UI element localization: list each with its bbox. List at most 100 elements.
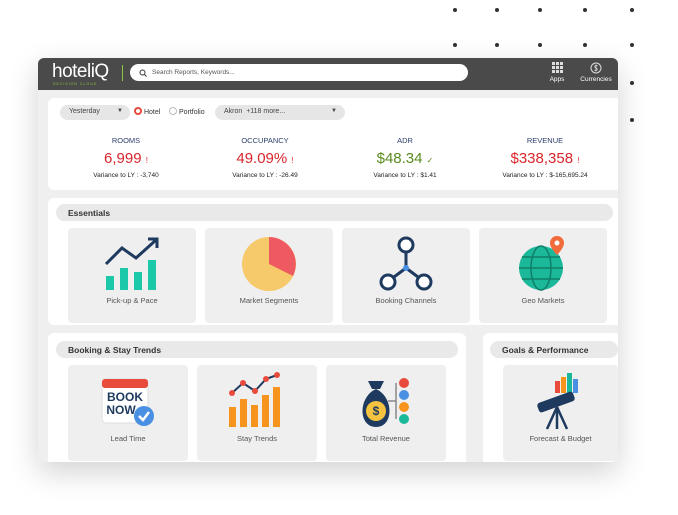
icon-text: BOOK <box>107 390 143 404</box>
icon-shape <box>538 8 542 12</box>
apps-button[interactable]: Apps <box>543 62 571 83</box>
section-title-text: Goals & Performance <box>502 345 589 355</box>
radio-hotel[interactable]: Hotel <box>134 107 160 116</box>
tile-label: Market Segments <box>239 296 299 305</box>
report-tile[interactable]: Market Segments <box>205 228 333 323</box>
icon-shape <box>399 390 409 400</box>
currencies-label: Currencies <box>580 76 612 83</box>
icon-shape <box>630 81 634 85</box>
icon-shape <box>379 273 397 291</box>
icon-shape <box>559 70 563 73</box>
period-dropdown[interactable]: Yesterday ▼ <box>60 105 130 120</box>
report-tile[interactable]: Geo Markets <box>479 228 607 323</box>
kpi-label: REVENUE <box>526 136 564 145</box>
report-tile[interactable]: Pick-up & Pace <box>68 228 196 323</box>
divider <box>122 65 123 81</box>
apps-icon <box>551 62 563 73</box>
icon-shape <box>519 236 564 291</box>
icon-shape <box>630 8 634 12</box>
icon-shape <box>559 66 563 69</box>
icon-shape <box>630 43 634 47</box>
icon-shape <box>134 272 142 290</box>
icon-shape <box>594 64 598 72</box>
kpi-label: ADR <box>397 136 413 145</box>
icon-shape <box>536 391 575 413</box>
kpi-value: 6,999 ! <box>104 150 148 167</box>
tile-label: Lead Time <box>110 434 146 443</box>
kpi-variance: Variance to LY : $1.41 <box>373 172 437 179</box>
currency-icon <box>590 62 602 74</box>
currencies-button[interactable]: Currencies <box>578 62 614 83</box>
section-title-text: Booking & Stay Trends <box>68 345 162 355</box>
icon-shape <box>559 62 563 65</box>
icon-shape <box>251 405 258 427</box>
section-title: Booking & Stay Trends <box>56 341 458 358</box>
kpi: ADR $48.34 ✓ Variance to LY : $1.41 <box>335 136 475 179</box>
icon-shape <box>551 62 555 65</box>
kpi-label: OCCUPANCY <box>241 136 289 145</box>
icon-shape <box>240 399 247 427</box>
tile-label: Geo Markets <box>521 296 565 305</box>
search-bar[interactable]: Search Reports, Keywords... <box>130 64 468 81</box>
search-placeholder: Search Reports, Keywords... <box>152 69 235 76</box>
property-value: Akron <box>224 108 243 115</box>
report-tile[interactable]: Booking Channels <box>342 228 470 323</box>
icon-shape <box>368 381 384 389</box>
radio-label: Portfolio <box>178 109 205 116</box>
kpi: ROOMS 6,999 ! Variance to LY : -3,740 <box>56 136 196 179</box>
report-tile[interactable]: $ Total Revenue <box>326 365 446 461</box>
kpi-number: $338,358 <box>510 150 574 167</box>
report-tile[interactable]: BOOK NOW Lead Time <box>68 365 188 461</box>
report-tile[interactable]: Stay Trends <box>197 365 317 461</box>
icon-shape <box>555 70 559 73</box>
icon-shape <box>554 240 560 246</box>
icon-shape <box>453 43 457 47</box>
period-value: Yesterday <box>69 108 100 115</box>
icon-shape <box>572 379 578 393</box>
icon-shape <box>519 245 563 291</box>
icon-shape <box>242 237 296 291</box>
icon-shape <box>229 372 280 427</box>
kpi-label: ROOMS <box>111 136 141 145</box>
tile-label: Pick-up & Pace <box>106 296 158 305</box>
tile-label: Stay Trends <box>236 434 278 443</box>
icon-shape <box>551 70 555 73</box>
report-tile[interactable]: Forecast & Budget <box>503 365 618 461</box>
icon-shape <box>554 381 560 393</box>
icon-shape <box>554 373 578 393</box>
icon-shape <box>495 8 499 12</box>
kpi-variance: Variance to LY : -3,740 <box>93 172 159 179</box>
icon-shape <box>555 66 559 69</box>
icon-shape <box>379 236 433 291</box>
icon-shape <box>630 118 634 122</box>
icon-shape <box>388 383 397 419</box>
radio-portfolio[interactable]: Portfolio <box>169 107 205 116</box>
icon-shape <box>453 8 457 12</box>
icon-shape: $ <box>362 378 409 427</box>
kpi: OCCUPANCY 49.09% ! Variance to LY : -26.… <box>195 136 335 179</box>
app-window: hoteliQ DECISION CLOUD Search Reports, K… <box>38 58 618 462</box>
icon-shape <box>102 379 148 388</box>
icon-shape <box>379 236 433 291</box>
property-dropdown[interactable]: Akron +118 more... ▼ <box>215 105 345 120</box>
icon-shape <box>397 236 415 254</box>
icon-shape <box>583 43 587 47</box>
icon-shape <box>106 260 156 290</box>
icon-text: NOW <box>106 403 136 417</box>
icon-shape <box>134 406 154 426</box>
icon-shape <box>104 238 158 266</box>
property-more: +118 more... <box>246 108 286 115</box>
icon-shape <box>148 237 159 248</box>
section-title: Goals & Performance <box>490 341 618 358</box>
icon-shape <box>240 380 246 386</box>
icon-shape <box>229 372 280 396</box>
icon-shape <box>399 414 409 424</box>
section-title: Essentials <box>56 204 613 221</box>
tile-label: Forecast & Budget <box>529 434 592 443</box>
icon-shape <box>403 265 409 271</box>
kpi-variance: Variance to LY : $-165,695.24 <box>502 172 588 179</box>
top-bar: hoteliQ DECISION CLOUD Search Reports, K… <box>38 58 618 90</box>
search-icon <box>139 69 147 77</box>
icon-shape <box>120 268 128 290</box>
